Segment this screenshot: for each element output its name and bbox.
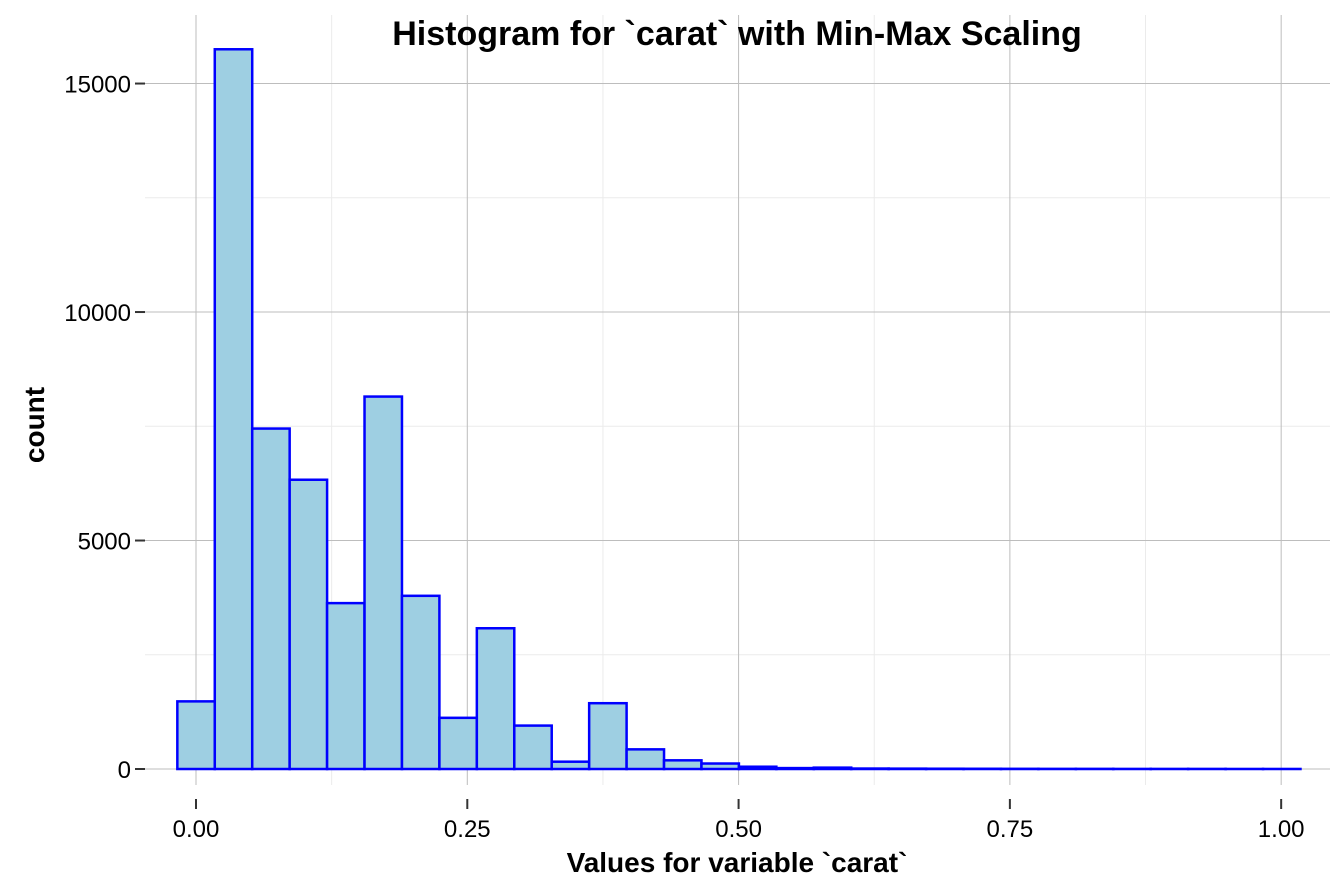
x-tick-label: 0.75 <box>987 816 1034 843</box>
histogram-bar <box>438 716 479 771</box>
y-tick-labels: 0 5000 10000 15000 <box>64 72 131 784</box>
histogram-bar <box>325 601 366 771</box>
y-tick-label: 0 <box>118 757 131 784</box>
histogram-bar <box>587 701 628 771</box>
histogram-bar <box>737 765 778 771</box>
y-tick-label: 5000 <box>78 529 131 556</box>
histogram-bar <box>700 762 741 771</box>
chart-title: Histogram for `carat` with Min-Max Scali… <box>392 15 1082 53</box>
x-axis-label: Values for variable `carat` <box>567 847 908 878</box>
histogram-bar <box>475 627 516 771</box>
grid-lines <box>145 15 1330 785</box>
histogram-bar <box>513 724 553 771</box>
histogram-bar <box>176 700 217 771</box>
x-tick-labels: 0.00 0.25 0.50 0.75 1.00 <box>173 816 1305 843</box>
histogram-bar <box>662 759 703 771</box>
histogram-bar <box>250 427 291 771</box>
histogram-bar <box>363 395 404 771</box>
x-tick-label: 0.50 <box>715 816 762 843</box>
histogram-bar <box>213 48 254 771</box>
histogram-bars <box>176 48 1302 771</box>
y-tick-label: 10000 <box>64 300 131 327</box>
x-tick-label: 1.00 <box>1258 816 1305 843</box>
y-axis-label: count <box>19 387 50 463</box>
histogram-bar <box>550 760 591 771</box>
histogram-bar <box>625 748 666 771</box>
histogram-bar <box>288 478 329 771</box>
x-tick-label: 0.25 <box>444 816 491 843</box>
y-tick-label: 15000 <box>64 72 131 99</box>
histogram-bar <box>812 766 853 771</box>
histogram-bar <box>400 594 441 771</box>
axis-ticks <box>135 82 1283 809</box>
histogram-bar <box>775 766 816 771</box>
x-tick-label: 0.00 <box>173 816 220 843</box>
